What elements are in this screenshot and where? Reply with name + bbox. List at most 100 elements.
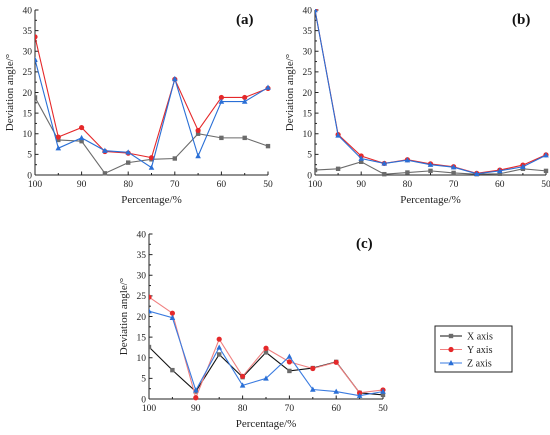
data-point-x-axis xyxy=(263,350,269,355)
data-point-x-axis xyxy=(170,367,175,373)
data-point-x-axis xyxy=(287,368,292,374)
data-point-x-axis xyxy=(265,143,271,149)
series-y-axis xyxy=(149,294,386,401)
series-z-axis xyxy=(149,308,386,398)
x-tick-label: 80 xyxy=(238,404,248,414)
data-point-z-axis xyxy=(381,160,388,166)
data-point-z-axis xyxy=(333,388,339,394)
data-point-x-axis xyxy=(102,171,108,176)
y-axis-title: Deviation angle/° xyxy=(4,54,16,131)
data-point-z-axis xyxy=(125,149,131,155)
data-point-x-axis xyxy=(217,352,222,357)
data-point-x-axis xyxy=(149,344,152,350)
x-tick-label: 70 xyxy=(285,404,295,414)
x-tick-label: 70 xyxy=(170,180,180,190)
legend: X axis Y axis Z axis xyxy=(434,325,513,373)
x-tick-label: 90 xyxy=(77,180,87,190)
data-point-y-axis xyxy=(240,373,246,379)
data-point-y-axis xyxy=(195,127,201,134)
y-tick-label: 0 xyxy=(141,395,146,405)
series-y-axis xyxy=(35,34,271,161)
legend-label-z-axis: Z axis xyxy=(467,359,492,370)
y-tick-label: 40 xyxy=(137,230,147,240)
y-tick-label: 35 xyxy=(303,27,313,37)
y-tick-label: 35 xyxy=(137,251,147,261)
y-tick-label: 25 xyxy=(23,68,33,78)
data-point-z-axis xyxy=(263,375,269,381)
series-line-x-axis xyxy=(35,97,269,175)
data-point-x-axis xyxy=(497,171,502,176)
data-point-x-axis xyxy=(382,171,387,177)
x-tick-label: 90 xyxy=(356,180,366,190)
legend-label-y-axis: Y axis xyxy=(467,345,493,356)
data-point-x-axis xyxy=(79,138,84,144)
x-tick-label: 100 xyxy=(308,180,323,190)
data-point-y-axis xyxy=(216,336,222,342)
x-tick-label: 50 xyxy=(378,404,388,414)
data-point-y-axis xyxy=(149,294,152,300)
y-axis-title: Deviation angle/° xyxy=(118,278,130,355)
x-tick-label: 60 xyxy=(217,180,227,190)
x-axis-title: Percentage/% xyxy=(236,418,296,430)
chart-panel-c: 0 5 10 15 20 25 30 35 40 100 90 80 70 60 50 Percentage/… xyxy=(118,230,388,430)
x-tick-label: 60 xyxy=(331,404,341,414)
x-axis-title: Percentage/% xyxy=(400,194,460,206)
y-tick-label: 10 xyxy=(23,130,33,140)
data-point-y-axis xyxy=(169,310,175,316)
x-tick-label: 100 xyxy=(142,404,157,414)
x-axis-title: Percentage/% xyxy=(121,194,181,206)
panel-label: (a) xyxy=(236,12,254,28)
data-point-x-axis xyxy=(428,168,433,174)
y-tick-label: 40 xyxy=(303,6,313,16)
y-tick-label: 0 xyxy=(27,171,32,181)
data-point-z-axis xyxy=(172,75,178,82)
data-point-y-axis xyxy=(79,124,85,131)
data-point-z-axis xyxy=(404,157,411,163)
data-point-y-axis xyxy=(263,345,269,351)
data-point-z-axis xyxy=(218,98,225,104)
y-tick-label: 20 xyxy=(137,313,147,323)
y-tick-label: 25 xyxy=(303,68,313,78)
y-tick-label: 40 xyxy=(23,6,33,16)
data-point-z-axis xyxy=(543,152,549,158)
x-tick-label: 90 xyxy=(191,404,201,414)
data-point-z-axis xyxy=(195,153,201,159)
legend-marker-x-axis xyxy=(448,333,454,339)
panel-label: (c) xyxy=(356,236,373,252)
data-point-x-axis xyxy=(219,135,224,141)
y-tick-label: 10 xyxy=(137,354,147,364)
data-point-z-axis xyxy=(380,388,386,394)
series-y-axis xyxy=(315,9,549,176)
data-point-z-axis xyxy=(78,134,85,141)
data-point-x-axis xyxy=(451,170,456,176)
y-tick-label: 15 xyxy=(137,333,147,343)
y-tick-label: 15 xyxy=(303,109,313,119)
data-point-y-axis xyxy=(242,94,248,101)
legend-label-x-axis: X axis xyxy=(467,332,493,343)
data-point-y-axis xyxy=(218,94,224,101)
x-tick-label: 80 xyxy=(123,180,133,190)
series-line-y-axis xyxy=(315,9,547,174)
data-point-z-axis xyxy=(335,132,341,138)
x-tick-label: 50 xyxy=(541,180,550,190)
data-point-z-axis xyxy=(450,164,457,170)
data-point-z-axis xyxy=(427,161,434,167)
data-point-y-axis xyxy=(193,395,199,401)
y-tick-label: 5 xyxy=(141,375,146,385)
data-point-z-axis xyxy=(55,145,62,151)
data-point-x-axis xyxy=(126,160,131,165)
data-point-z-axis xyxy=(310,386,316,392)
data-point-x-axis xyxy=(359,159,364,164)
y-tick-label: 20 xyxy=(303,89,313,99)
y-tick-label: 35 xyxy=(23,27,33,37)
series-line-z-axis xyxy=(35,59,269,169)
data-point-x-axis xyxy=(242,135,247,141)
x-tick-label: 50 xyxy=(263,180,273,190)
data-point-x-axis xyxy=(35,95,38,100)
series-x-axis xyxy=(35,95,271,176)
data-point-z-axis xyxy=(169,314,176,320)
chart-panel-b: 0 5 10 15 20 25 30 35 40 100 90 80 70 60 50 Percentage/… xyxy=(284,6,550,206)
y-tick-label: 30 xyxy=(137,272,147,282)
series-z-axis xyxy=(35,56,271,170)
data-point-z-axis xyxy=(241,98,248,104)
